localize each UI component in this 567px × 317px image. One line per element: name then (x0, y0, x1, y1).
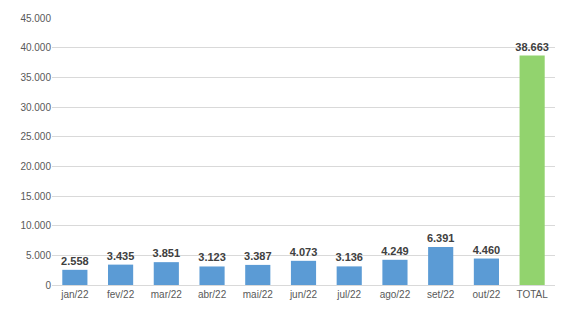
svg-text:out/22: out/22 (473, 289, 501, 300)
svg-text:jan/22: jan/22 (60, 289, 89, 300)
svg-text:4.073: 4.073 (290, 246, 318, 258)
svg-text:20.000: 20.000 (20, 161, 51, 172)
svg-text:abr/22: abr/22 (198, 289, 227, 300)
svg-text:3.851: 3.851 (153, 247, 181, 259)
svg-text:4.460: 4.460 (473, 244, 501, 256)
svg-text:30.000: 30.000 (20, 102, 51, 113)
svg-text:jun/22: jun/22 (289, 289, 318, 300)
svg-text:mar/22: mar/22 (151, 289, 183, 300)
svg-text:5.000: 5.000 (26, 250, 51, 261)
svg-text:40.000: 40.000 (20, 42, 51, 53)
svg-text:35.000: 35.000 (20, 72, 51, 83)
svg-text:fev/22: fev/22 (107, 289, 135, 300)
svg-text:4.249: 4.249 (381, 245, 409, 257)
svg-text:ago/22: ago/22 (380, 289, 411, 300)
svg-text:25.000: 25.000 (20, 131, 51, 142)
svg-text:jul/22: jul/22 (336, 289, 361, 300)
svg-text:3.387: 3.387 (244, 250, 272, 262)
svg-text:TOTAL: TOTAL (516, 289, 548, 300)
svg-text:38.663: 38.663 (515, 41, 549, 53)
svg-text:15.000: 15.000 (20, 191, 51, 202)
svg-text:set/22: set/22 (427, 289, 455, 300)
svg-text:45.000: 45.000 (20, 13, 51, 24)
svg-text:10.000: 10.000 (20, 220, 51, 231)
svg-text:6.391: 6.391 (427, 232, 455, 244)
svg-text:2.558: 2.558 (61, 255, 89, 267)
svg-text:3.123: 3.123 (198, 251, 226, 263)
svg-text:0: 0 (45, 280, 51, 291)
svg-text:3.435: 3.435 (107, 250, 135, 262)
svg-text:3.136: 3.136 (335, 251, 363, 263)
svg-text:mai/22: mai/22 (243, 289, 273, 300)
